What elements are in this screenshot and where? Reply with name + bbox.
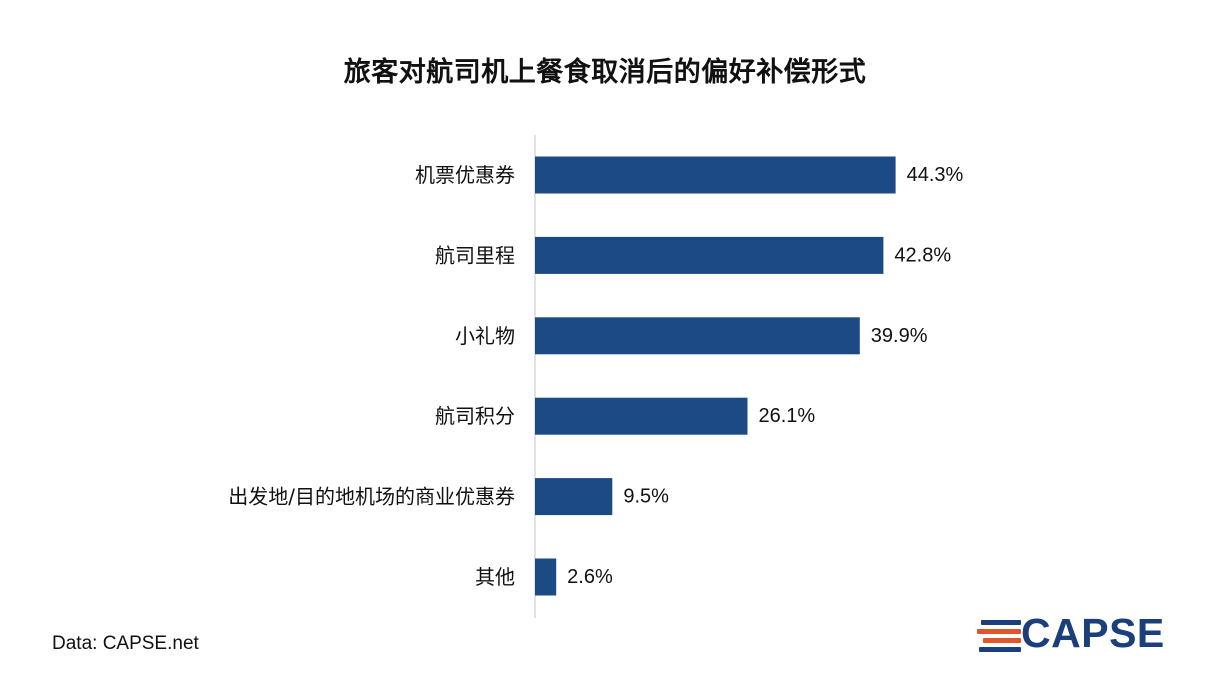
capse-logo: CAPSE xyxy=(975,610,1190,662)
category-label: 航司积分 xyxy=(435,404,515,428)
bar xyxy=(535,317,860,355)
value-label: 26.1% xyxy=(758,405,815,427)
category-label: 航司里程 xyxy=(435,243,515,267)
bar xyxy=(535,156,896,194)
value-label: 39.9% xyxy=(871,325,928,347)
logo-wordmark: CAPSE xyxy=(1021,610,1165,656)
logo-stripes-icon xyxy=(977,618,1025,654)
value-label: 9.5% xyxy=(623,486,669,508)
chart-title: 旅客对航司机上餐食取消后的偏好补偿形式 xyxy=(343,57,867,88)
value-label: 2.6% xyxy=(567,566,613,588)
category-label: 机票优惠券 xyxy=(415,163,515,187)
category-label: 小礼物 xyxy=(455,324,515,348)
value-label: 42.8% xyxy=(894,244,951,266)
data-source-label: Data: CAPSE.net xyxy=(52,633,199,654)
category-label: 出发地/目的地机场的商业优惠券 xyxy=(228,485,515,509)
bar xyxy=(535,236,884,274)
bar xyxy=(535,478,613,516)
value-label: 44.3% xyxy=(907,164,964,186)
category-label: 其他 xyxy=(475,565,515,589)
bar xyxy=(535,397,748,435)
bar xyxy=(535,558,557,596)
